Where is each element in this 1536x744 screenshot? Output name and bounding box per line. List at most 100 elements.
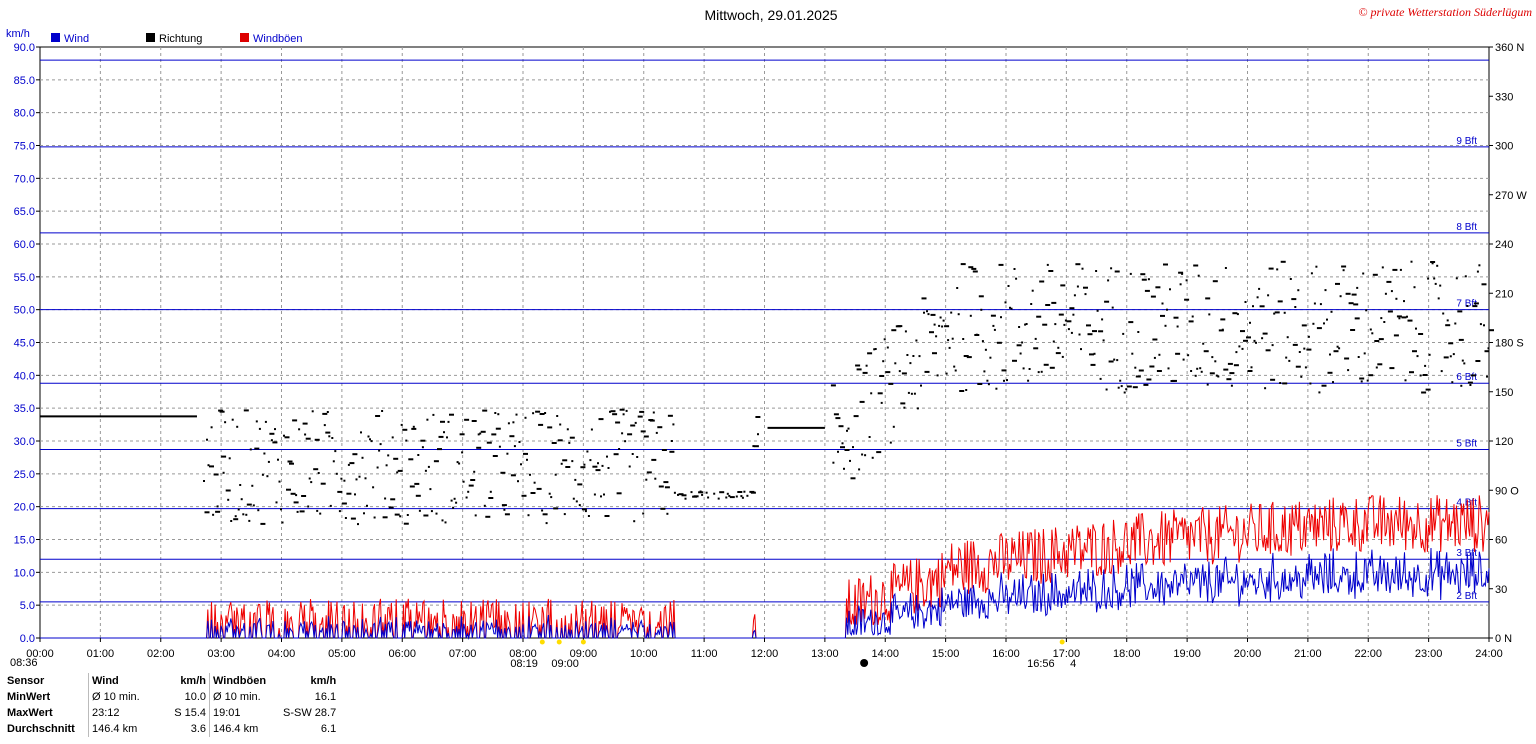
direction-point (432, 413, 435, 416)
direction-point (707, 496, 710, 499)
direction-point (1061, 355, 1064, 358)
direction-point (526, 458, 528, 461)
direction-point (1341, 265, 1347, 268)
direction-point (584, 510, 587, 513)
direction-point (852, 446, 854, 449)
direction-point (1206, 383, 1209, 386)
direction-point (757, 433, 759, 436)
direction-point (507, 422, 510, 425)
direction-point (257, 509, 260, 512)
direction-point (1434, 282, 1437, 285)
direction-point (971, 267, 977, 270)
stats-cell: 10.0 (184, 691, 206, 703)
direction-point (1009, 306, 1011, 309)
direction-point (504, 513, 510, 516)
direction-point (305, 437, 311, 440)
direction-point (510, 474, 516, 477)
direction-point (640, 430, 646, 433)
x-tick-label: 22:00 (1354, 648, 1382, 660)
chart-title: Mittwoch, 29.01.2025 (704, 7, 837, 23)
x-tick-label: 02:00 (147, 648, 175, 660)
direction-point (625, 409, 628, 412)
direction-point (990, 314, 996, 317)
direction-point (995, 387, 998, 390)
direction-point (329, 504, 332, 507)
direction-point (575, 500, 578, 503)
direction-point (239, 484, 242, 486)
direction-point (337, 490, 343, 493)
direction-point (1232, 312, 1238, 315)
direction-point (1446, 319, 1449, 322)
direction-point (284, 436, 290, 439)
direction-point (260, 522, 266, 525)
direction-point (459, 433, 465, 436)
direction-point (530, 492, 536, 494)
direction-point (837, 450, 839, 453)
direction-point (1215, 374, 1218, 377)
direction-point (713, 492, 716, 495)
sun-markers: 08:36 08:19 09:00 16:56 4 (10, 639, 1076, 670)
direction-point (996, 341, 1002, 344)
direction-point (1360, 380, 1363, 383)
direction-point (233, 518, 239, 521)
direction-point (320, 482, 326, 485)
direction-point (269, 432, 275, 435)
stats-cell: 19:01 (209, 705, 280, 721)
direction-point (1203, 350, 1209, 353)
direction-point (1350, 329, 1356, 331)
stats-row-min: MinWert Ø 10 min. 10.0 Ø 10 min. 16.1 (4, 689, 339, 705)
direction-point (1072, 313, 1075, 316)
direction-point (853, 415, 859, 418)
direction-point (1036, 315, 1042, 318)
stats-header-gust-unit: km/h (310, 675, 337, 687)
direction-point (1030, 303, 1033, 305)
direction-point (1003, 379, 1005, 382)
direction-point (222, 471, 225, 474)
direction-point (275, 501, 278, 504)
direction-point (871, 456, 874, 459)
direction-point (907, 391, 910, 394)
direction-point (1140, 273, 1146, 276)
direction-point (308, 477, 311, 480)
moon-marker-icon (860, 659, 869, 667)
direction-point (968, 266, 974, 269)
direction-point (1235, 351, 1238, 354)
y-tick-label: 40.0 (14, 370, 35, 382)
direction-point (737, 491, 743, 493)
direction-point (1304, 366, 1307, 369)
y-tick-label: 75.0 (14, 141, 35, 153)
direction-point (1271, 344, 1274, 347)
direction-point (1306, 348, 1312, 351)
direction-point (1436, 264, 1439, 267)
direction-point (1179, 283, 1182, 286)
direction-point (1319, 303, 1322, 306)
direction-point (498, 445, 501, 448)
direction-point (649, 419, 655, 422)
direction-point (1241, 347, 1244, 350)
direction-point (846, 429, 848, 432)
direction-point (1280, 260, 1286, 263)
beaufort-label: 5 Bft (1456, 439, 1477, 450)
direction-point (1297, 289, 1300, 292)
direction-point (1015, 277, 1018, 280)
direction-point (1042, 323, 1048, 326)
direction-point (1399, 268, 1402, 271)
y2-tick-label: 120 (1495, 436, 1513, 448)
direction-point (1114, 270, 1120, 273)
direction-point (929, 331, 934, 334)
direction-point (642, 512, 645, 515)
direction-point (298, 428, 301, 431)
direction-point (453, 497, 456, 500)
direction-point (203, 480, 205, 482)
y-tick-label: 15.0 (14, 535, 35, 547)
direction-point (924, 370, 930, 373)
direction-point (513, 445, 516, 448)
direction-point (873, 348, 876, 351)
direction-point (1440, 370, 1443, 373)
direction-point (948, 346, 951, 349)
stats-cell: MaxWert (7, 707, 53, 719)
direction-point (725, 496, 728, 499)
direction-point (1348, 302, 1354, 305)
direction-point (456, 461, 459, 464)
direction-point (548, 492, 551, 495)
